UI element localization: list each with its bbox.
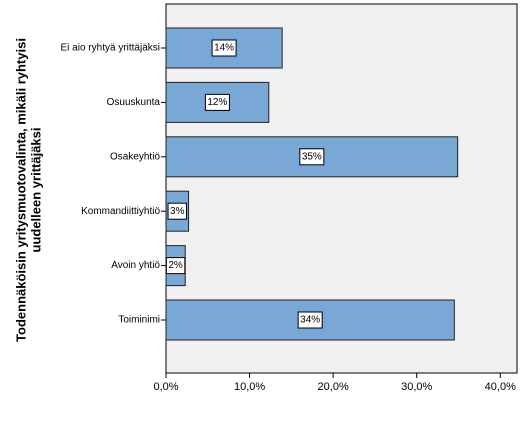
x-tick-label: 10,0% (234, 381, 265, 393)
data-label: 34% (300, 315, 320, 326)
y-tick-label: Toiminimi (118, 315, 160, 326)
data-label-box (165, 257, 186, 275)
y-tick-label: Kommandiittiyhtiö (81, 206, 160, 217)
x-tick-label: 20,0% (318, 381, 349, 393)
x-tick-label: 0,0% (153, 381, 178, 393)
y-axis-title-line: Todennäköisin yritysmuotovalinta, mikäli… (13, 38, 28, 342)
y-tick-label: Ei aio ryhtyä yrittäjäksi (61, 43, 160, 54)
data-label: 35% (302, 151, 322, 162)
data-label-box (299, 148, 325, 166)
x-tick-label: 30,0% (401, 381, 432, 393)
data-label: 2% (168, 260, 183, 271)
y-tick-label: Avoin yhtiö (111, 260, 160, 271)
data-label: 12% (207, 97, 227, 108)
y-tick-label: Osakeyhtiö (110, 151, 160, 162)
data-label-box (204, 93, 230, 111)
data-label-box (211, 39, 237, 57)
data-label-box (167, 202, 188, 220)
y-tick-label: Osuuskunta (107, 97, 161, 108)
x-tick-label: 40,0% (485, 381, 516, 393)
data-label-box (297, 311, 323, 329)
data-label: 3% (170, 206, 185, 217)
y-axis-title-line: uudelleen yrittäjäksi (28, 128, 43, 253)
y-axis-title: Todennäköisin yritysmuotovalinta, mikäli… (13, 38, 43, 342)
data-label: 14% (214, 43, 234, 54)
